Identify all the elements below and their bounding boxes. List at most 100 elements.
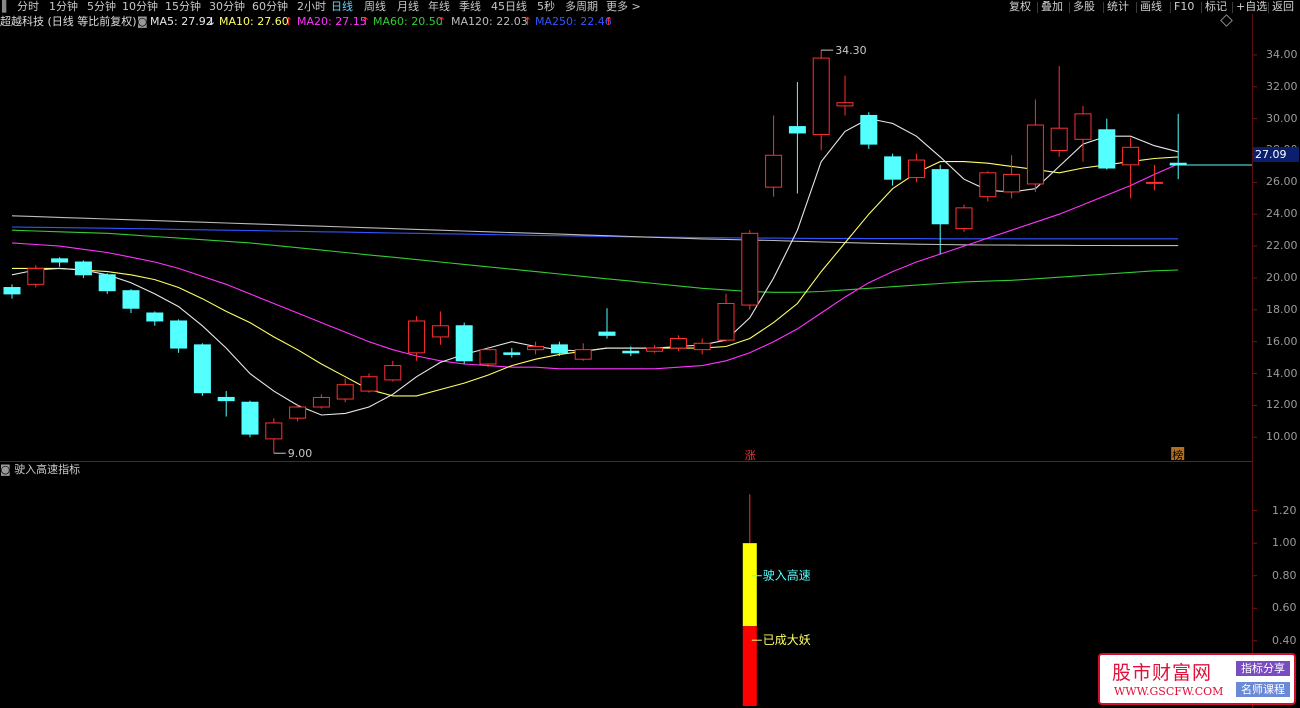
- rank-label: 榜: [1172, 448, 1183, 462]
- panel-separator: [0, 461, 1252, 462]
- candle-body: [598, 331, 616, 336]
- candle-body: [360, 376, 378, 392]
- ma5-value: MA5: 27.92: [150, 15, 213, 28]
- toolbar-button-3[interactable]: 统计: [1107, 0, 1129, 13]
- candle-body: [884, 156, 902, 180]
- watermark-title: 股市财富网: [1112, 662, 1213, 684]
- tab-1[interactable]: 1分钟: [49, 0, 78, 13]
- toolbar-button-7[interactable]: +自选: [1236, 0, 1268, 13]
- ma10-arrow: ↑: [284, 15, 294, 28]
- tab-10[interactable]: 月线: [397, 0, 419, 13]
- tab-8[interactable]: 日线: [331, 0, 353, 13]
- toolbar-button-2[interactable]: 多股: [1073, 0, 1095, 13]
- tab-6[interactable]: 60分钟: [252, 0, 288, 13]
- indicator-label-enter: 驶入高速: [763, 568, 811, 583]
- tab-7[interactable]: 2小时: [297, 0, 326, 13]
- ma5-line: [11, 118, 1179, 416]
- indicator-tick: 1.20: [1272, 503, 1297, 517]
- tab-12[interactable]: 季线: [459, 0, 481, 13]
- high-price-label: 34.30: [835, 44, 867, 57]
- ma120-line: [11, 215, 1179, 247]
- ma20-value: MA20: 27.15: [297, 15, 367, 28]
- tab-3[interactable]: 10分钟: [122, 0, 158, 13]
- ma20-line: [11, 163, 1179, 370]
- candle-body: [74, 261, 92, 276]
- price-tick: 12.00: [1266, 398, 1298, 412]
- candle-body: [431, 325, 449, 338]
- tab-4[interactable]: 15分钟: [165, 0, 201, 13]
- indicator-title-text: 驶入高速指标: [14, 463, 81, 476]
- candle-body: [812, 57, 830, 136]
- candle-body: [241, 401, 259, 435]
- candle-body: [646, 347, 664, 352]
- candle-body: [1003, 173, 1021, 193]
- candle-body: [384, 365, 402, 381]
- toolbar-separator: [1136, 2, 1137, 13]
- toolbar-button-1[interactable]: 叠加: [1041, 0, 1063, 13]
- toolbar-separator: [1037, 2, 1038, 13]
- indicator-icon: ◙: [0, 463, 11, 476]
- tab-2[interactable]: 5分钟: [87, 0, 116, 13]
- toolbar-button-8[interactable]: 返回: [1272, 0, 1294, 13]
- indicator-label-monster: 已成大妖: [763, 633, 811, 647]
- ma120-value: MA120: 22.03: [451, 15, 528, 28]
- price-tick: 16.00: [1266, 334, 1298, 348]
- candle-body: [122, 290, 140, 309]
- tab-9[interactable]: 周线: [364, 0, 386, 13]
- candle-body: [717, 302, 735, 341]
- axis-divider: [1252, 14, 1253, 708]
- candle-body: [146, 312, 164, 322]
- tab-0[interactable]: 分时: [17, 0, 39, 13]
- toolbar-button-5[interactable]: F10: [1174, 0, 1195, 13]
- indicator-bar-red: [742, 626, 757, 706]
- indicator-title: ◙ 驶入高速指标: [0, 463, 80, 477]
- watermark-url: WWW.GSCFW.COM: [1114, 685, 1224, 698]
- ma20-arrow: ↑: [361, 15, 371, 28]
- candle-body: [98, 274, 116, 292]
- low-price-label: 9.00: [288, 447, 313, 460]
- price-tick: 14.00: [1266, 366, 1298, 380]
- candle-body: [931, 169, 949, 225]
- candle-body: [312, 396, 330, 408]
- candle-body: [979, 172, 997, 198]
- candle-body: [955, 207, 973, 230]
- tab-5[interactable]: 30分钟: [209, 0, 245, 13]
- toolbar-separator: [1170, 2, 1171, 13]
- current-price-tag: 27.09: [1253, 147, 1299, 162]
- period-toolbar: 分时 1分钟 5分钟 10分钟 15分钟 30分钟 60分钟 2小时 日线 周线 月线 年线 季线 45日…: [0, 0, 1300, 14]
- candle-body: [503, 352, 521, 355]
- price-tick: 26.00: [1266, 175, 1298, 189]
- ma250-value: MA250: 22.46: [535, 15, 612, 28]
- tab-13[interactable]: 45日线: [491, 0, 527, 13]
- tab-15[interactable]: 多周期: [565, 0, 598, 13]
- toolbar-button-0[interactable]: 复权: [1009, 0, 1031, 13]
- ma10-value: MA10: 27.60: [219, 15, 289, 28]
- tab-16[interactable]: 更多 >: [606, 0, 641, 13]
- price-tick: 30.00: [1266, 111, 1298, 125]
- candle-body: [27, 267, 45, 285]
- toolbar-separator: [1069, 2, 1070, 13]
- ma250-line: [11, 226, 1179, 240]
- price-tick: 22.00: [1266, 239, 1298, 253]
- price-tick: 10.00: [1266, 430, 1298, 444]
- ma60-value: MA60: 20.50: [373, 15, 443, 28]
- candle-body: [693, 342, 711, 351]
- watermark-tag-course: 名师课程: [1236, 682, 1290, 697]
- indicator-tick: 1.00: [1272, 536, 1297, 550]
- candle-body: [788, 126, 806, 134]
- toolbar-button-4[interactable]: 画线: [1140, 0, 1162, 13]
- toolbar-button-6[interactable]: 标记: [1205, 0, 1227, 13]
- candle-body: [1145, 181, 1163, 184]
- candle-body: [1098, 129, 1116, 169]
- tab-11[interactable]: 年线: [428, 0, 450, 13]
- rank-badge: [1171, 447, 1185, 460]
- watermark-logo: 股市财富网 WWW.GSCFW.COM 指标分享 名师课程: [1098, 653, 1296, 705]
- price-tick: 24.00: [1266, 207, 1298, 221]
- watermark-tag-share: 指标分享: [1236, 661, 1290, 676]
- diamond-icon[interactable]: [1220, 14, 1233, 27]
- price-tick: 20.00: [1266, 270, 1298, 284]
- candle-body: [289, 406, 307, 419]
- settings-icon[interactable]: ◙: [137, 15, 148, 28]
- tab-14[interactable]: 5秒: [537, 0, 555, 13]
